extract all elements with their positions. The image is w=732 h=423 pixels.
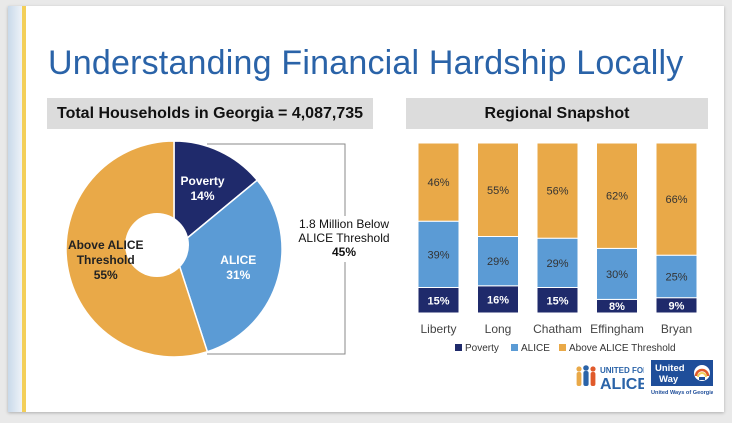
bar-liberty-above-alice-threshold [417, 142, 460, 222]
pie-slice-alice [173, 179, 283, 353]
bar-chatham-poverty [536, 287, 579, 314]
category-label-long: Long [485, 322, 512, 336]
pie-donut-hole [125, 213, 189, 277]
annotation-label: 1.8 Million Below ALICE Threshold 45% [298, 217, 389, 259]
bar-label-effingham-alice: 30% [606, 269, 628, 281]
slide-edge-gold [22, 6, 26, 412]
bar-effingham-above-alice-threshold [596, 142, 638, 249]
bar-label-long-alice: 29% [487, 256, 509, 268]
pie-slice-poverty [173, 140, 259, 251]
category-label-effingham: Effingham [590, 322, 644, 336]
bar-label-bryan-poverty: 9% [669, 300, 685, 312]
category-label-bryan: Bryan [661, 322, 692, 336]
legend-swatch-poverty [455, 344, 462, 351]
legend-swatch-alice [511, 344, 518, 351]
hand-rainbow-icon [694, 365, 710, 381]
bar-label-bryan-above-alice-threshold: 66% [665, 194, 687, 206]
bar-label-chatham-poverty: 15% [546, 295, 568, 307]
united-way-logo: United Way United Ways of Georgia [651, 360, 713, 396]
bar-label-liberty-alice: 39% [427, 249, 449, 261]
legend-item-alice: ALICE [521, 343, 550, 354]
svg-text:United Ways of Georgia: United Ways of Georgia [651, 390, 713, 396]
people-icon [576, 365, 596, 386]
bar-long-above-alice-threshold [477, 142, 519, 237]
regional-bar-chart: 15% 39% 46% 16% 29% 55% 15% 29% 56% 8% 30% 62% 9% 25%… [417, 142, 698, 354]
pie-label-above-alice-threshold: Above ALICE Threshold 55% [68, 238, 144, 282]
svg-text:UNITED FOR: UNITED FOR [600, 366, 644, 375]
united-for-alice-logo: UNITED FOR ALICE [574, 360, 644, 396]
svg-text:ALICE: ALICE [600, 376, 644, 393]
bar-chatham-above-alice-threshold [536, 142, 579, 239]
bar-label-chatham-alice: 29% [546, 258, 568, 270]
bar-label-liberty-above-alice-threshold: 46% [427, 177, 449, 189]
bar-label-long-above-alice-threshold: 55% [487, 185, 509, 197]
svg-text:Way: Way [659, 374, 679, 385]
bar-label-effingham-poverty: 8% [609, 301, 625, 313]
svg-text:United: United [655, 363, 685, 374]
regional-snapshot-header: Regional Snapshot [406, 98, 708, 129]
total-households-header: Total Households in Georgia = 4,087,735 [47, 98, 373, 129]
bar-liberty-poverty [417, 287, 460, 314]
bar-chatham-alice [536, 237, 579, 288]
bar-label-chatham-above-alice-threshold: 56% [546, 186, 568, 198]
bar-label-bryan-alice: 25% [665, 271, 687, 283]
bar-label-effingham-above-alice-threshold: 62% [606, 191, 628, 203]
bar-long-alice [477, 236, 519, 287]
households-pie-chart: Poverty 14% ALICE 31% Above ALICE Threshold 55… [65, 140, 390, 358]
legend-item-poverty: Poverty [465, 343, 499, 354]
pie-label-poverty: Poverty 14% [180, 174, 224, 203]
pie-label-alice: ALICE 31% [220, 253, 256, 282]
legend-swatch-above-alice-threshold [559, 344, 566, 351]
page-title: Understanding Financial Hardship Locally [48, 44, 684, 82]
annotation-text: 1.8 Million Below ALICE Threshold 45% [298, 216, 390, 262]
slide: Understanding Financial Hardship Locally… [8, 6, 724, 412]
bar-label-long-poverty: 16% [487, 294, 509, 306]
bar-effingham-alice [596, 247, 638, 300]
bar-label-liberty-poverty: 15% [427, 295, 449, 307]
legend-item-above-alice-threshold: Above ALICE Threshold [569, 343, 676, 354]
slide-edge-blue [8, 6, 22, 412]
bar-bryan-above-alice-threshold [655, 142, 698, 256]
category-label-liberty: Liberty [420, 322, 456, 336]
bar-long-poverty [477, 285, 519, 314]
category-label-chatham: Chatham [533, 322, 582, 336]
